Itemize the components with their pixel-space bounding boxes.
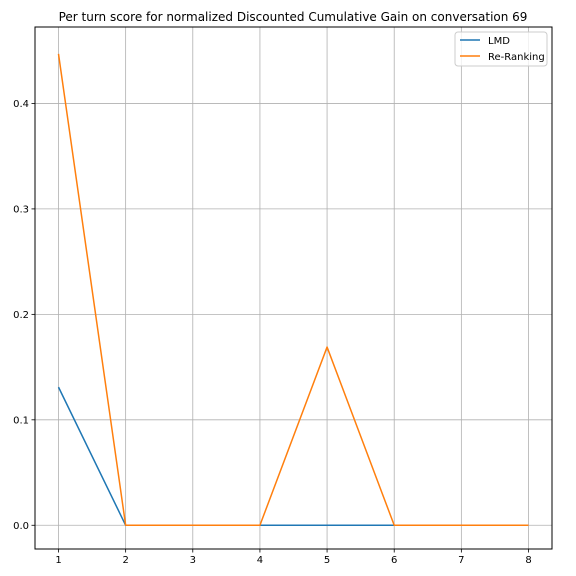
y-tick-label: 0.2 [13,310,29,321]
x-tick-label: 6 [391,555,397,566]
legend: LMD Re-Ranking [454,31,548,67]
y-tick-label: 0.0 [13,521,29,532]
x-tick-label: 1 [55,555,61,566]
legend-label-re-ranking: Re-Ranking [488,52,545,63]
x-tick-label: 5 [324,555,330,566]
y-tick-label: 0.3 [13,204,29,215]
x-tick-label: 3 [190,555,196,566]
axis-ticks: 1 2 3 4 5 6 7 8 0.0 0.1 0.2 0.3 0.4 [13,99,532,566]
series-line-re-ranking [57,53,529,527]
series-lines [57,53,529,527]
x-tick-label: 4 [257,555,263,566]
plot-area-frame [34,26,553,550]
x-tick-label: 7 [458,555,464,566]
chart-title: Per turn score for normalized Discounted… [59,10,528,24]
x-tick-label: 2 [122,555,128,566]
y-tick-label: 0.4 [13,99,29,110]
legend-label-lmd: LMD [488,36,510,47]
y-tick-label: 0.1 [13,415,29,426]
x-tick-label: 8 [525,555,531,566]
grid [35,27,552,549]
